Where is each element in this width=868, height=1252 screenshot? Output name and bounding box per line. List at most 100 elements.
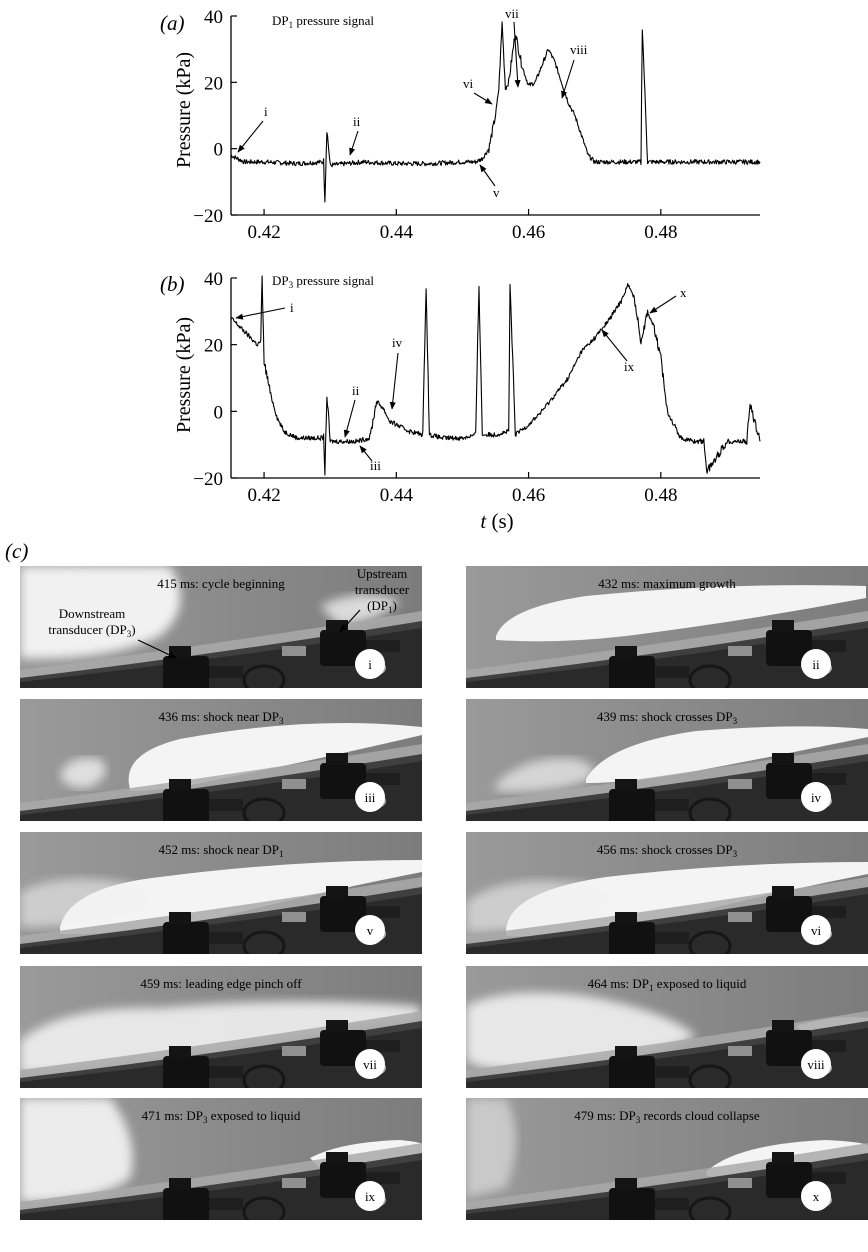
xtick-label: 0.48 [644, 222, 677, 243]
annot-b-iv: iv [392, 335, 403, 350]
panel-b-title: DP3 pressure signal [272, 273, 374, 290]
downstream-transducer-dp3 [163, 1178, 243, 1220]
ytick-label: 40 [204, 269, 223, 290]
svg-text:i: i [368, 657, 372, 672]
upstream-transducer-dp1 [320, 753, 400, 799]
upstream-transducer-dp1 [320, 1152, 400, 1198]
panel-b-ylabel: Pressure (kPa) [173, 317, 195, 433]
cable-loop [242, 1196, 286, 1220]
panel-a-ticks: 40 20 0 −20 0.42 0.44 0.46 0.48 [193, 7, 677, 243]
frame-caption: 432 ms: maximum growth [598, 576, 736, 591]
frame-caption: 479 ms: DP3 records cloud collapse [574, 1108, 760, 1125]
annot-b-ii: ii [352, 383, 360, 398]
annot-b-i-arrow [235, 307, 286, 320]
cable-loop [688, 1064, 732, 1088]
annot-a-ii-arrow [349, 130, 359, 156]
xtick-label: 0.48 [644, 485, 677, 506]
panel-a-ylabel: Pressure (kPa) [173, 52, 195, 168]
annot-a-vii: vii [505, 6, 519, 21]
upstream-transducer-dp1 [766, 620, 846, 666]
panel-a-axes [230, 16, 760, 216]
downstream-transducer-dp3 [163, 1046, 243, 1088]
xtick-label: 0.46 [512, 222, 545, 243]
annot-b-x-arrow [649, 295, 677, 314]
photo-frame-v: 452 ms: shock near DP1 v [20, 832, 422, 954]
annot-a-viii-arrow [561, 59, 575, 99]
frame-badge-vii: vii [355, 1049, 385, 1079]
annot-a-v-arrow [479, 164, 496, 187]
annot-b-iii: iii [370, 458, 381, 473]
photo-frame-ix: 471 ms: DP3 exposed to liquid ix [20, 1098, 422, 1220]
photo-frame-ii: 432 ms: maximum growth ii [466, 566, 868, 688]
frame-badge-ix: ix [355, 1181, 385, 1211]
frame-badge-iii: iii [355, 782, 385, 812]
annot-a-v: v [493, 185, 500, 200]
photo-frame-viii: 464 ms: DP1 exposed to liquid viii [466, 966, 868, 1088]
annot-b-i: i [290, 300, 294, 315]
pressure-series-line [231, 21, 761, 203]
upstream-transducer-dp1 [320, 620, 400, 666]
downstream-transducer-dp3 [609, 1046, 689, 1088]
upstream-transducer-dp1 [766, 886, 846, 932]
annot-b-ii-arrow [343, 399, 356, 438]
frame-caption: 452 ms: shock near DP1 [158, 842, 283, 859]
annot-a-i-arrow [237, 120, 264, 153]
frame-caption: 439 ms: shock crosses DP3 [597, 709, 738, 726]
svg-text:ii: ii [812, 657, 820, 672]
ytick-label: 0 [214, 402, 224, 423]
svg-text:vi: vi [811, 923, 822, 938]
annot-b-ix: ix [624, 359, 635, 374]
frame-badge-vi: vi [801, 915, 831, 945]
panel-a-annotations: i ii v vi vii viii [237, 6, 588, 200]
frame-caption: 464 ms: DP1 exposed to liquid [588, 976, 747, 993]
annot-b-ix-arrow [601, 329, 628, 362]
annot-a-viii: viii [570, 42, 588, 57]
panel-b-label: (b) [160, 272, 185, 296]
frame-caption: 456 ms: shock crosses DP3 [597, 842, 738, 859]
frame-caption: 415 ms: cycle beginning [157, 576, 285, 591]
annot-b-iv-arrow [389, 352, 399, 410]
frame-caption: 436 ms: shock near DP3 [158, 709, 284, 726]
upstream-transducer-dp1 [766, 753, 846, 799]
svg-text:v: v [367, 923, 374, 938]
frame-caption: 459 ms: leading edge pinch off [140, 976, 302, 991]
svg-text:iii: iii [365, 790, 376, 805]
upstream-transducer-dp1 [766, 1020, 846, 1066]
annot-a-vi-arrow [473, 92, 493, 105]
panel-b-annotations: i ii iii iv ix x [235, 285, 687, 473]
panel-a-title: DP1 pressure signal [272, 13, 374, 30]
frame-badge-ii: ii [801, 649, 831, 679]
upstream-transducer-dp1 [320, 886, 400, 932]
frame-badge-v: v [355, 915, 385, 945]
svg-text:iv: iv [811, 790, 822, 805]
photo-frame-vii: 459 ms: leading edge pinch off vii [20, 966, 422, 1088]
photo-frame-iv: 439 ms: shock crosses DP3 iv [466, 699, 868, 821]
upstream-transducer-dp1 [766, 1152, 846, 1198]
ytick-label: 0 [214, 140, 224, 161]
panel-b-trace [230, 275, 761, 476]
photo-frame-x: 479 ms: DP3 records cloud collapse x [466, 1098, 868, 1220]
upstream-label: Upstream [357, 566, 408, 581]
panel-c-label: (c) [5, 539, 28, 563]
ytick-label: 20 [204, 73, 223, 94]
frame-badge-x: x [801, 1181, 831, 1211]
panel-b-ticks: 40 20 0 −20 0.42 0.44 0.46 0.48 [193, 269, 677, 506]
panel-b: (b) DP3 pressure signal Pressure (kPa) 4… [160, 269, 761, 533]
photo-frame-iii: 436 ms: shock near DP3 iii [20, 699, 422, 821]
annot-a-i: i [264, 104, 268, 119]
ytick-label: 20 [204, 336, 223, 357]
panel-a-label: (a) [160, 11, 185, 35]
photo-frame-vi: 456 ms: shock crosses DP3 vi [466, 832, 868, 954]
cable-loop [688, 797, 732, 821]
frame-badge-iv: iv [801, 782, 831, 812]
downstream-transducer-dp3 [609, 779, 689, 821]
downstream-transducer-dp3 [609, 646, 689, 688]
panel-a: (a) DP1 pressure signal Pressure (kPa) 4… [160, 6, 761, 243]
downstream-transducer-dp3 [163, 779, 243, 821]
cable-loop [688, 664, 732, 688]
cable-loop [242, 930, 286, 954]
panel-b-xlabel: t (s) [480, 509, 513, 533]
pressure-series-line [230, 275, 761, 476]
xtick-label: 0.46 [512, 485, 545, 506]
